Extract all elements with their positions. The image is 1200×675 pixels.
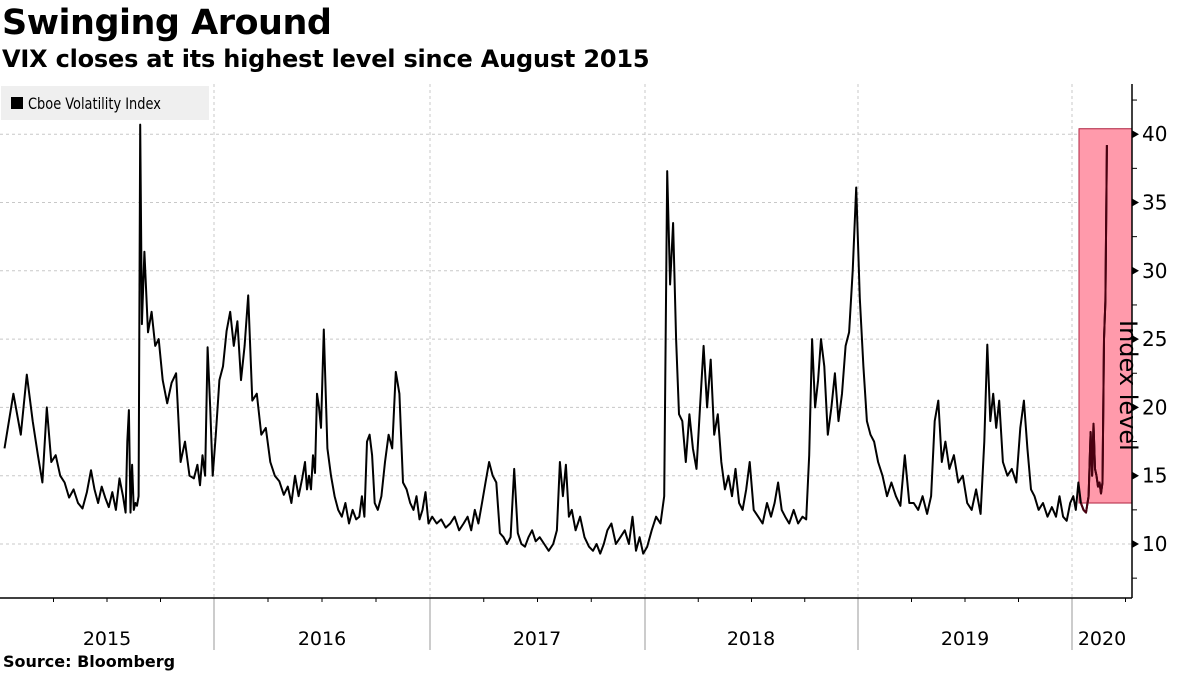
x-tick-label: 2015 bbox=[83, 628, 131, 650]
y-tick-label: 40 bbox=[1142, 122, 1167, 146]
x-tick-label: 2017 bbox=[513, 628, 561, 650]
x-tick-label: 2018 bbox=[727, 628, 775, 650]
y-tick-marker bbox=[1132, 403, 1139, 412]
vix-line-highlighted bbox=[1079, 145, 1108, 514]
y-tick-label: 15 bbox=[1142, 464, 1167, 488]
legend-swatch-icon bbox=[11, 97, 23, 109]
chart-subtitle: VIX closes at its highest level since Au… bbox=[2, 45, 650, 73]
y-tick-label: 10 bbox=[1142, 532, 1167, 556]
x-tick-label: 2019 bbox=[941, 628, 989, 650]
y-tick-marker bbox=[1132, 266, 1139, 275]
vix-line bbox=[3, 123, 1108, 555]
y-tick-label: 25 bbox=[1142, 327, 1167, 351]
y-tick-label: 30 bbox=[1142, 259, 1167, 283]
y-tick-marker bbox=[1132, 540, 1139, 548]
source-note: Source: Bloomberg bbox=[3, 652, 176, 671]
y-axis-label: Index level bbox=[1114, 320, 1142, 451]
y-tick-marker bbox=[1132, 130, 1139, 139]
y-tick-marker bbox=[1132, 471, 1139, 480]
y-tick-label: 35 bbox=[1142, 191, 1167, 215]
chart-title: Swinging Around bbox=[2, 3, 332, 43]
y-tick-marker bbox=[1132, 198, 1139, 207]
y-tick-marker bbox=[1132, 335, 1139, 344]
x-tick-label: 2020 bbox=[1078, 628, 1126, 650]
y-tick-label: 20 bbox=[1142, 395, 1167, 419]
legend-label: Cboe Volatility Index bbox=[28, 93, 161, 113]
legend: Cboe Volatility Index bbox=[1, 86, 209, 120]
x-tick-label: 2016 bbox=[298, 628, 346, 650]
